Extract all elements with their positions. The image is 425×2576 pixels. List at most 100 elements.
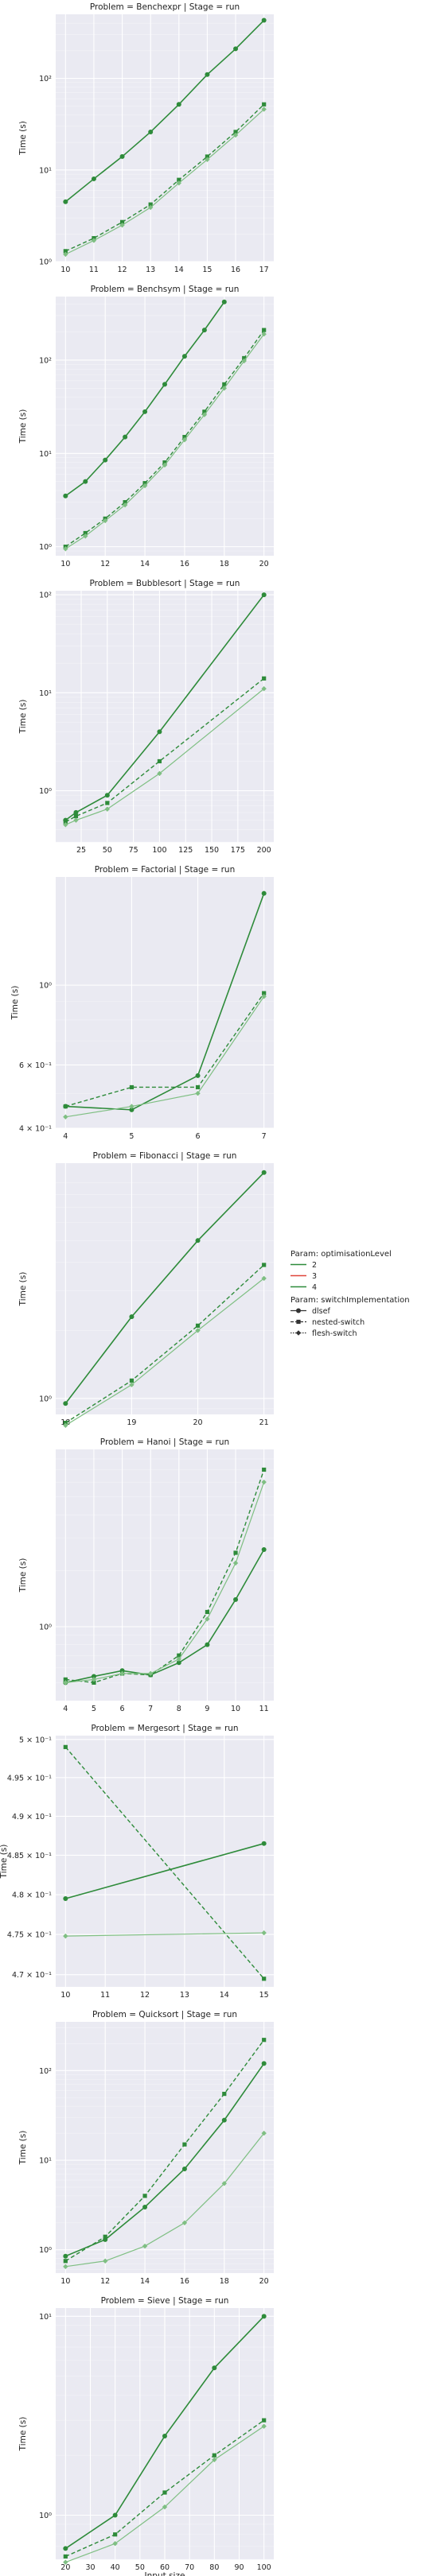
x-tick-label: 100 xyxy=(152,846,166,855)
series-line-dlsef xyxy=(65,2062,265,2257)
data-point-nested-switch xyxy=(177,1653,181,1658)
legend-label-impl: flesh-switch xyxy=(312,1329,357,1338)
y-tick-label: 10⁰ xyxy=(39,1624,52,1632)
panel-title: Problem = Quicksort | Stage = run xyxy=(92,2010,237,2019)
plot-background xyxy=(56,297,274,556)
x-tick-label: 7 xyxy=(262,1132,267,1141)
x-tick-label: 18 xyxy=(220,2277,229,2286)
legend-title-switch: Param: switchImplementation xyxy=(290,1296,410,1305)
data-point-nested-switch xyxy=(148,202,153,207)
data-point-dlsef xyxy=(112,2512,118,2518)
facet-panel: 4 × 10⁻¹ 6 × 10⁻¹ 10⁰ 4 5 6 7 Problem = Factori… xyxy=(10,865,274,1141)
data-point-nested-switch xyxy=(222,2091,227,2097)
data-point-dlsef xyxy=(181,2166,187,2171)
data-point-dlsef xyxy=(261,890,267,896)
data-point-nested-switch xyxy=(262,1467,267,1472)
x-tick-label: 10 xyxy=(60,266,70,274)
y-axis-label: Time (s) xyxy=(18,1558,28,1593)
data-point-dlsef xyxy=(123,434,128,440)
data-point-nested-switch xyxy=(212,2453,216,2458)
data-point-flesh-switch xyxy=(63,1680,68,1686)
data-point-nested-switch xyxy=(92,1680,96,1685)
series-line-dlsef xyxy=(65,893,265,1111)
y-tick-label: 4.75 × 10⁻¹ xyxy=(7,1931,52,1940)
data-point-dlsef xyxy=(119,153,125,159)
data-point-flesh-switch xyxy=(261,994,267,999)
panel-title: Problem = Sieve | Stage = run xyxy=(101,2296,229,2306)
data-point-nested-switch xyxy=(262,1263,267,1267)
data-point-flesh-switch xyxy=(122,502,128,508)
x-tick-label: 13 xyxy=(180,1991,189,2000)
data-point-dlsef xyxy=(142,409,148,414)
series-line-nested-switch xyxy=(65,1469,265,1684)
data-point-nested-switch xyxy=(129,1378,135,1383)
x-tick-label: 100 xyxy=(257,2563,271,2572)
series-line-nested-switch xyxy=(64,2039,265,2262)
x-tick-label: 4 xyxy=(63,1132,68,1141)
data-point-flesh-switch xyxy=(147,1670,154,1677)
data-point-flesh-switch xyxy=(241,358,247,364)
data-point-nested-switch xyxy=(222,382,227,387)
data-point-flesh-switch xyxy=(102,2258,108,2264)
data-point-flesh-switch xyxy=(63,1933,68,1939)
data-point-dlsef xyxy=(129,1107,135,1112)
data-point-nested-switch xyxy=(233,130,238,134)
data-point-flesh-switch xyxy=(162,2504,168,2510)
data-point-flesh-switch xyxy=(261,1930,267,1936)
data-point-dlsef xyxy=(261,1841,267,1846)
plot-background xyxy=(56,591,274,842)
data-point-dlsef xyxy=(261,17,267,23)
data-point-dlsef xyxy=(91,176,96,181)
data-point-dlsef xyxy=(148,129,154,134)
x-tick-label: 12 xyxy=(100,560,110,568)
x-tick-label: 18 xyxy=(220,560,229,568)
data-point-nested-switch xyxy=(182,2142,187,2147)
data-point-dlsef xyxy=(162,2433,167,2438)
panel-title: Problem = Bubblesort | Stage = run xyxy=(90,579,240,588)
data-point-flesh-switch xyxy=(261,1479,267,1485)
data-point-dlsef xyxy=(63,1401,68,1406)
x-tick-label: 21 xyxy=(259,1418,269,1427)
y-axis-label: Time (s) xyxy=(0,1845,9,1880)
y-axis-label: Time (s) xyxy=(18,409,28,444)
data-point-nested-switch xyxy=(242,355,247,361)
x-tick-label: 90 xyxy=(234,2563,244,2572)
data-point-flesh-switch xyxy=(212,2457,217,2462)
panel-title: Problem = Fibonacci | Stage = run xyxy=(93,1151,237,1161)
plot-background xyxy=(56,14,274,262)
data-point-dlsef xyxy=(261,592,267,598)
data-point-nested-switch xyxy=(142,2194,147,2198)
y-tick-label: 10¹ xyxy=(39,2157,52,2166)
y-tick-label: 10⁰ xyxy=(39,543,52,552)
data-point-nested-switch xyxy=(113,2532,118,2537)
data-point-dlsef xyxy=(261,2061,267,2066)
panel-title: Problem = Hanoi | Stage = run xyxy=(100,1437,229,1447)
facet-panel: 10⁰18192021Problem = Fibonacci | Stage =… xyxy=(18,1151,274,1429)
data-point-nested-switch xyxy=(202,409,207,414)
legend-label-level: 2 xyxy=(312,1261,317,1270)
legend-marker-impl xyxy=(296,1319,301,1325)
x-tick-label: 12 xyxy=(140,1991,150,2000)
series-line-flesh-switch xyxy=(65,108,265,255)
data-point-flesh-switch xyxy=(129,1382,135,1387)
x-tick-label: 200 xyxy=(257,846,271,855)
data-point-flesh-switch xyxy=(232,1560,239,1566)
data-point-nested-switch xyxy=(63,1677,68,1682)
data-point-nested-switch xyxy=(262,2038,267,2043)
x-tick-label: 16 xyxy=(180,560,189,568)
series-line-flesh-switch xyxy=(65,1278,265,1426)
x-tick-label: 75 xyxy=(129,846,138,855)
data-point-nested-switch xyxy=(177,177,181,182)
data-point-nested-switch xyxy=(63,2554,68,2559)
data-point-nested-switch xyxy=(162,460,167,465)
data-point-flesh-switch xyxy=(73,817,79,823)
data-point-flesh-switch xyxy=(91,1677,97,1682)
data-point-flesh-switch xyxy=(261,2130,267,2136)
y-tick-label: 10⁰ xyxy=(39,1395,52,1403)
y-tick-label: 10¹ xyxy=(39,689,52,698)
data-point-flesh-switch xyxy=(261,686,267,692)
data-point-flesh-switch xyxy=(261,1275,267,1282)
y-tick-label: 4.7 × 10⁻¹ xyxy=(12,1971,52,1980)
facet-panel: 4.7 × 10⁻¹ 4.75 × 10⁻¹ 4.8 × 10⁻¹ 4.85 × 10… xyxy=(0,1724,274,2000)
x-tick-label: 6 xyxy=(120,1705,125,1713)
